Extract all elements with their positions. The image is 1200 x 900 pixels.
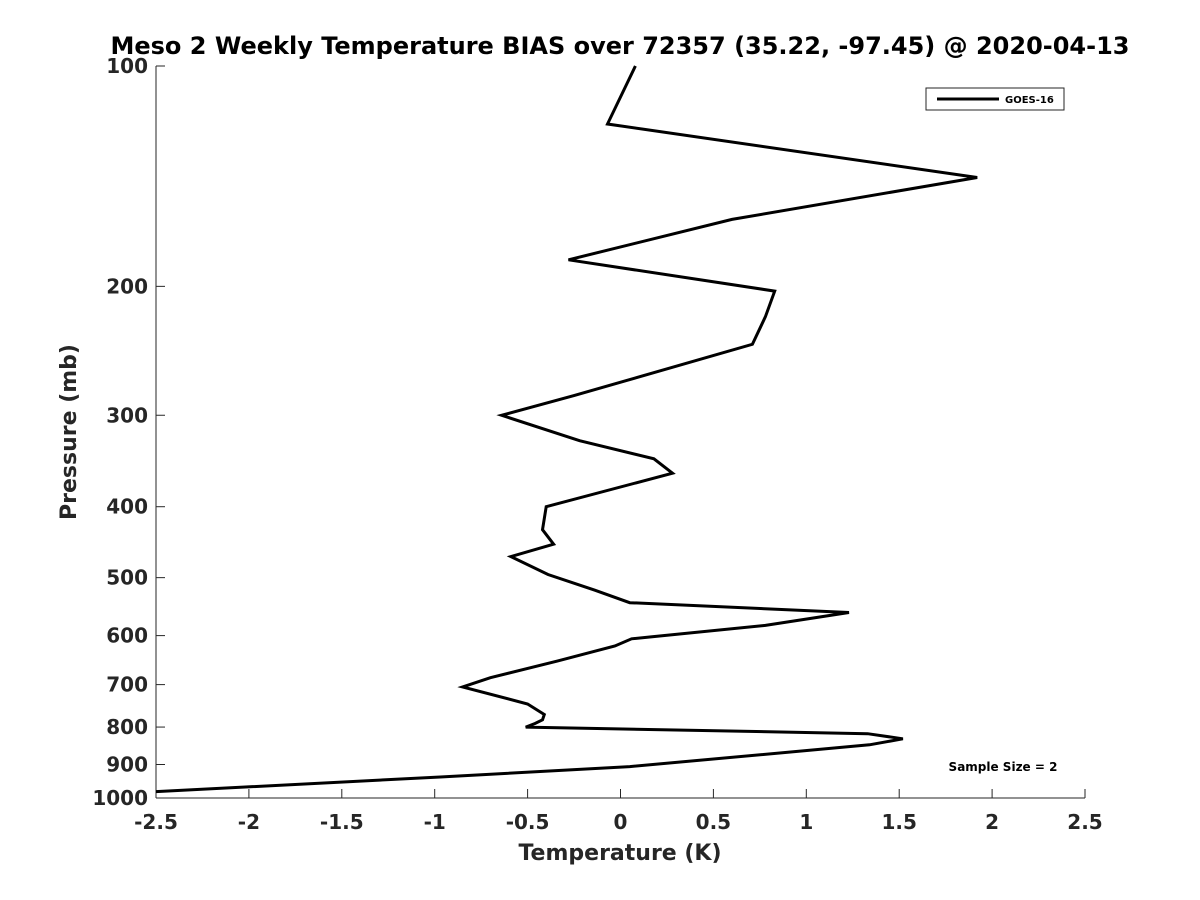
y-tick-label: 600: [106, 624, 148, 648]
x-tick-label: -0.5: [506, 810, 550, 834]
x-tick-label: -1.5: [320, 810, 364, 834]
y-tick-label: 1000: [92, 786, 148, 810]
x-axis-ticks: -2.5 -2 -1.5 -1 -0.5 0 0.5 1 1.5 2 2.5: [134, 789, 1103, 834]
y-axis-label: Pressure (mb): [57, 344, 82, 520]
series-line-goes16: [155, 65, 978, 794]
legend-label: GOES-16: [1005, 95, 1054, 106]
y-tick-label: 200: [106, 274, 148, 298]
y-tick-label: 500: [106, 566, 148, 590]
x-tick-label: 0.5: [696, 810, 731, 834]
y-tick-label: 300: [106, 403, 148, 427]
x-tick-label: 2.5: [1067, 810, 1102, 834]
x-tick-label: 1.5: [881, 810, 916, 834]
sample-size-annotation: Sample Size = 2: [949, 760, 1058, 774]
legend: GOES-16: [925, 87, 1065, 111]
y-tick-label: 100: [106, 54, 148, 78]
y-tick-label: 900: [106, 753, 148, 777]
y-axis-ticks: 100 200 300 400 500 600 700 800 900 1000: [92, 54, 165, 810]
y-tick-label: 800: [106, 715, 148, 739]
x-tick-label: -2: [238, 810, 260, 834]
x-axis-label: Temperature (K): [518, 841, 721, 866]
chart-title: Meso 2 Weekly Temperature BIAS over 7235…: [110, 32, 1129, 60]
y-tick-label: 700: [106, 673, 148, 697]
x-tick-label: -2.5: [134, 810, 178, 834]
plot-area: [156, 66, 1085, 798]
x-tick-label: -1: [424, 810, 446, 834]
x-tick-label: 0: [614, 810, 628, 834]
x-tick-label: 1: [799, 810, 813, 834]
x-tick-label: 2: [985, 810, 999, 834]
y-tick-label: 400: [106, 495, 148, 519]
